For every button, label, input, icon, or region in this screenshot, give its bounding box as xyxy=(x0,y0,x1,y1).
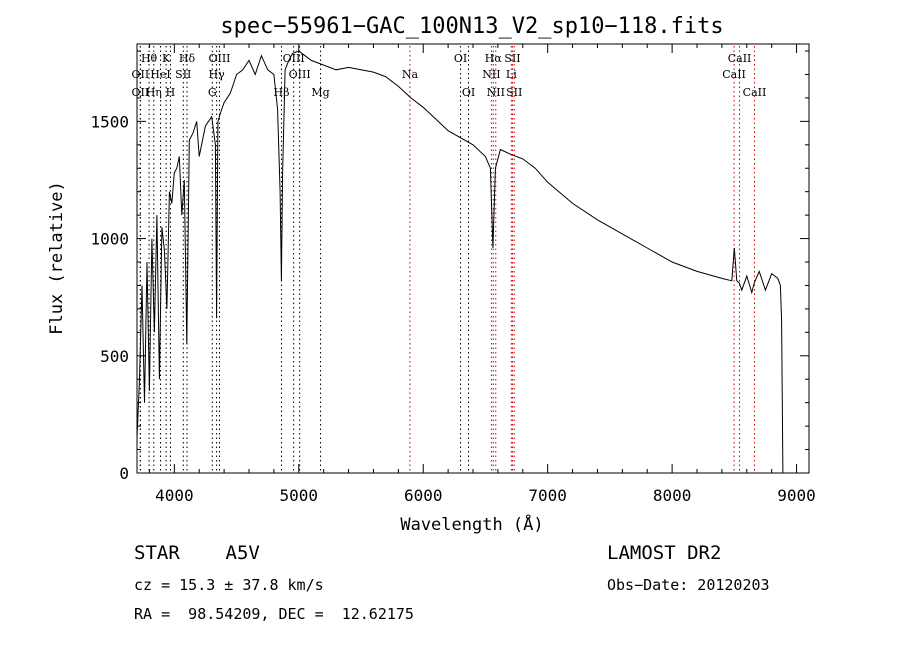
y-tick-label-2: 1000 xyxy=(90,230,129,249)
line-label-row2-1: HeI xyxy=(150,68,170,81)
line-label-row3-6: OI xyxy=(462,86,475,99)
spectrum-series-line xyxy=(136,50,784,474)
line-label-row2-2: SII xyxy=(175,68,191,81)
line-label-row1-3: OIII xyxy=(208,52,230,65)
plot-frame xyxy=(136,43,810,474)
line-label-row1-6: Hα xyxy=(485,52,503,65)
x-tick-label-3: 7000 xyxy=(528,486,567,505)
x-tick-label-0: 4000 xyxy=(155,486,194,505)
line-label-row2-5: Na xyxy=(402,68,419,81)
line-label-row3-7: NII xyxy=(487,86,505,99)
object-class: STAR A5V xyxy=(134,542,260,564)
x-tick-label-5: 9000 xyxy=(777,486,816,505)
x-axis-label: Wavelength (Å) xyxy=(400,513,543,535)
y-tick-label-3: 1500 xyxy=(90,112,129,131)
x-tick-label-2: 6000 xyxy=(404,486,443,505)
line-label-row1-2: Hδ xyxy=(179,52,196,65)
line-label-row3-1: Hη xyxy=(146,86,162,99)
line-label-row2-6: NII xyxy=(482,68,500,81)
line-label-row1-4: OIII xyxy=(283,52,305,65)
ra-dec-coordinates: RA = 98.54209, DEC = 12.62175 xyxy=(134,605,414,623)
line-label-row1-7: SII xyxy=(504,52,520,65)
y-axis-label: Flux (relative) xyxy=(47,181,67,335)
line-label-row1-8: CaII xyxy=(728,52,752,65)
y-tick-label-1: 500 xyxy=(100,347,129,366)
line-label-row3-2: H xyxy=(166,86,176,99)
line-label-row2-3: Hγ xyxy=(209,68,226,81)
y-axis: 0 500 1000 1500 xyxy=(90,50,809,483)
survey-name: LAMOST DR2 xyxy=(607,542,722,564)
line-label-row2-4: OIII xyxy=(289,68,311,81)
line-label-row3-3: G xyxy=(208,86,217,99)
line-label-row2-8: CaII xyxy=(722,68,746,81)
line-label-row3-0: OII xyxy=(132,86,150,99)
line-label-row1-1: K xyxy=(162,52,171,65)
spectral-line-markers xyxy=(139,46,755,473)
x-tick-label-1: 5000 xyxy=(280,486,319,505)
line-label-row1-0: Hθ xyxy=(141,52,158,65)
x-axis: 4000 5000 6000 7000 8000 9000 xyxy=(148,44,816,505)
x-tick-label-4: 8000 xyxy=(653,486,692,505)
line-label-row3-5: Mg xyxy=(311,86,329,99)
observation-date: Obs−Date: 20120203 xyxy=(607,576,770,594)
line-label-row3-9: CaII xyxy=(743,86,767,99)
y-tick-label-0: 0 xyxy=(119,464,129,483)
line-label-row1-5: OI xyxy=(454,52,467,65)
line-label-row2-7: Li xyxy=(506,68,517,81)
redshift-velocity: cz = 15.3 ± 37.8 km/s xyxy=(134,576,324,594)
line-label-row3-4: Hβ xyxy=(274,86,290,99)
line-label-row3-8: SII xyxy=(506,86,522,99)
chart-title: spec−55961−GAC_100N13_V2_sp10−118.fits xyxy=(220,14,723,39)
